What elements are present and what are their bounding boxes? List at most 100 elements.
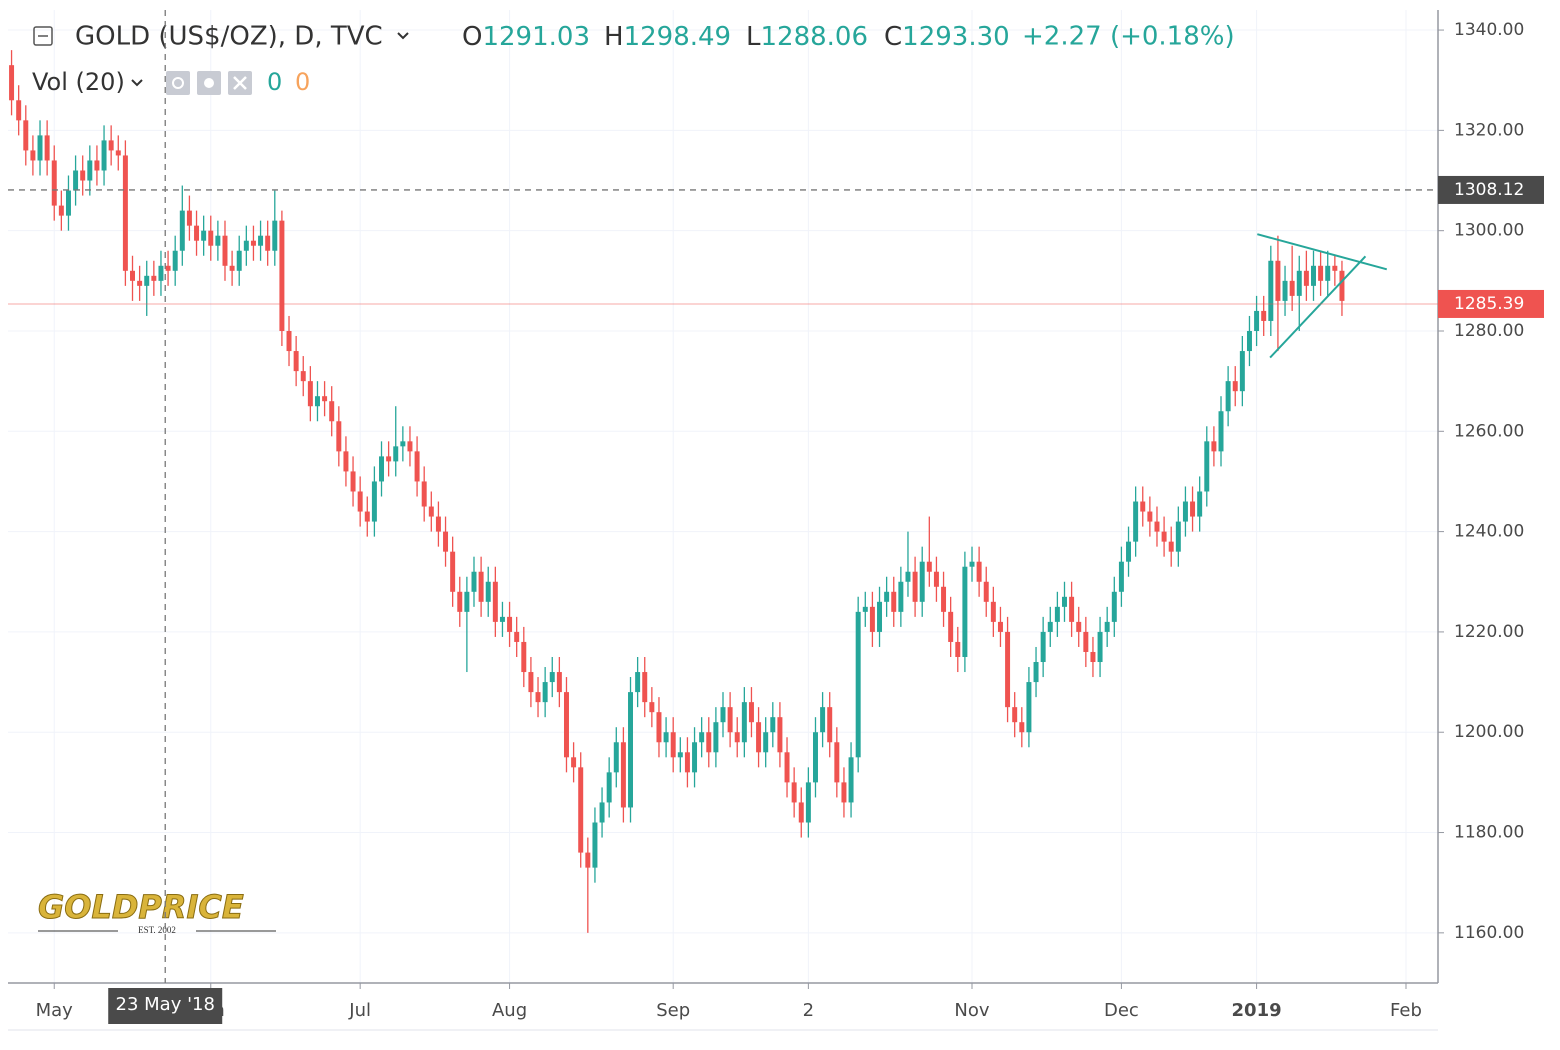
candle-body [976, 561, 982, 582]
candle-body [428, 506, 434, 517]
candle-body [756, 722, 762, 753]
remove-icon [233, 76, 247, 90]
candle-body [179, 210, 185, 251]
candle-body [1154, 521, 1160, 532]
candle-body [649, 702, 655, 713]
candle-body [1175, 521, 1181, 552]
candle-body [1197, 491, 1203, 517]
candle-body [73, 170, 79, 191]
collapse-icon[interactable] [33, 26, 53, 46]
candle-body [222, 235, 228, 266]
candle-body [677, 752, 683, 758]
candle-body [563, 692, 569, 758]
volume-chevron[interactable] [131, 79, 143, 87]
settings-icon [204, 78, 214, 88]
candle-body [58, 205, 64, 216]
candle-body [941, 586, 947, 612]
last-price-box [1438, 289, 1544, 318]
candle-body [812, 732, 818, 783]
symbol-chevron[interactable] [397, 32, 409, 40]
candle-body [905, 571, 911, 582]
candle-body [898, 581, 904, 612]
candle-body [464, 591, 470, 612]
candle-body [194, 225, 200, 241]
candle-body [1246, 330, 1252, 352]
candle-body [272, 220, 278, 251]
crosshair-x-label: 23 May '18 [116, 994, 215, 1015]
candle-body [642, 672, 648, 703]
candle-body [414, 451, 420, 482]
candle-body [791, 782, 797, 803]
candle-body [834, 742, 840, 783]
candle-body [1261, 310, 1267, 321]
plot [9, 50, 1388, 933]
candle-body [599, 802, 605, 823]
candle-body [1147, 511, 1153, 522]
y-tick-label: 1260.00 [1454, 421, 1524, 441]
candle-body [87, 160, 93, 181]
candle-body [165, 265, 171, 271]
candle-body [699, 732, 705, 743]
candle-body [350, 471, 356, 492]
ohlc-value: 1298.49 [624, 22, 732, 52]
candle-body [1054, 606, 1060, 622]
candle-body [1296, 270, 1302, 296]
candle-body [926, 561, 932, 572]
candle-body [656, 712, 662, 743]
candle-body [279, 220, 285, 331]
candle-body [172, 250, 178, 271]
candle-body [201, 230, 207, 241]
candle-body [706, 732, 712, 753]
candle-body [1133, 501, 1139, 542]
candle-body [400, 441, 406, 447]
candle-body [1040, 631, 1046, 663]
candle-body [855, 611, 861, 758]
candle-body [23, 120, 29, 151]
ohlc-item: C1293.30 [884, 22, 1010, 52]
candle-body [862, 606, 868, 612]
ohlc-value: 1288.06 [761, 22, 869, 52]
ohlc-item: L1288.06 [746, 22, 868, 52]
candle-body [969, 561, 975, 567]
y-tick-label: 1240.00 [1454, 522, 1524, 542]
candle-body [51, 160, 57, 206]
candle-body [585, 852, 591, 868]
candle-body [507, 616, 513, 632]
candle-body [1118, 561, 1124, 592]
candle-body [1225, 381, 1231, 412]
eye-button[interactable] [166, 71, 190, 95]
candle-body [955, 641, 961, 657]
crosshair-y-label: 1308.12 [1454, 180, 1524, 200]
candle-body [692, 742, 698, 773]
y-tick-label: 1280.00 [1454, 321, 1524, 341]
trendline [1269, 255, 1367, 359]
candle-body [80, 170, 86, 181]
candle-body [1069, 596, 1075, 622]
candle-body [592, 822, 598, 868]
x-tick-label: 2 [803, 1000, 814, 1021]
candle-body [286, 330, 292, 352]
candle-body [115, 150, 121, 156]
candle-body [1303, 270, 1309, 286]
candle-body [336, 421, 342, 452]
candle-body [877, 601, 883, 632]
grid [8, 10, 1438, 983]
candle-body [265, 235, 271, 251]
candle-body [478, 571, 484, 602]
candle-body [1218, 411, 1224, 452]
candle-body [720, 707, 726, 723]
candle-body [1325, 265, 1331, 281]
candle-body [635, 672, 641, 693]
candle-body [421, 481, 427, 507]
candle-body [101, 140, 107, 171]
candle-body [741, 702, 747, 743]
candle-body [1254, 310, 1260, 331]
candle-body [9, 65, 15, 101]
candle-body [1033, 662, 1039, 683]
candle-body [30, 150, 36, 161]
candle-body [1012, 707, 1018, 723]
candle-body [521, 641, 527, 673]
watermark-brand: GOLDPRICE [38, 888, 244, 926]
candle-body [1339, 270, 1345, 301]
